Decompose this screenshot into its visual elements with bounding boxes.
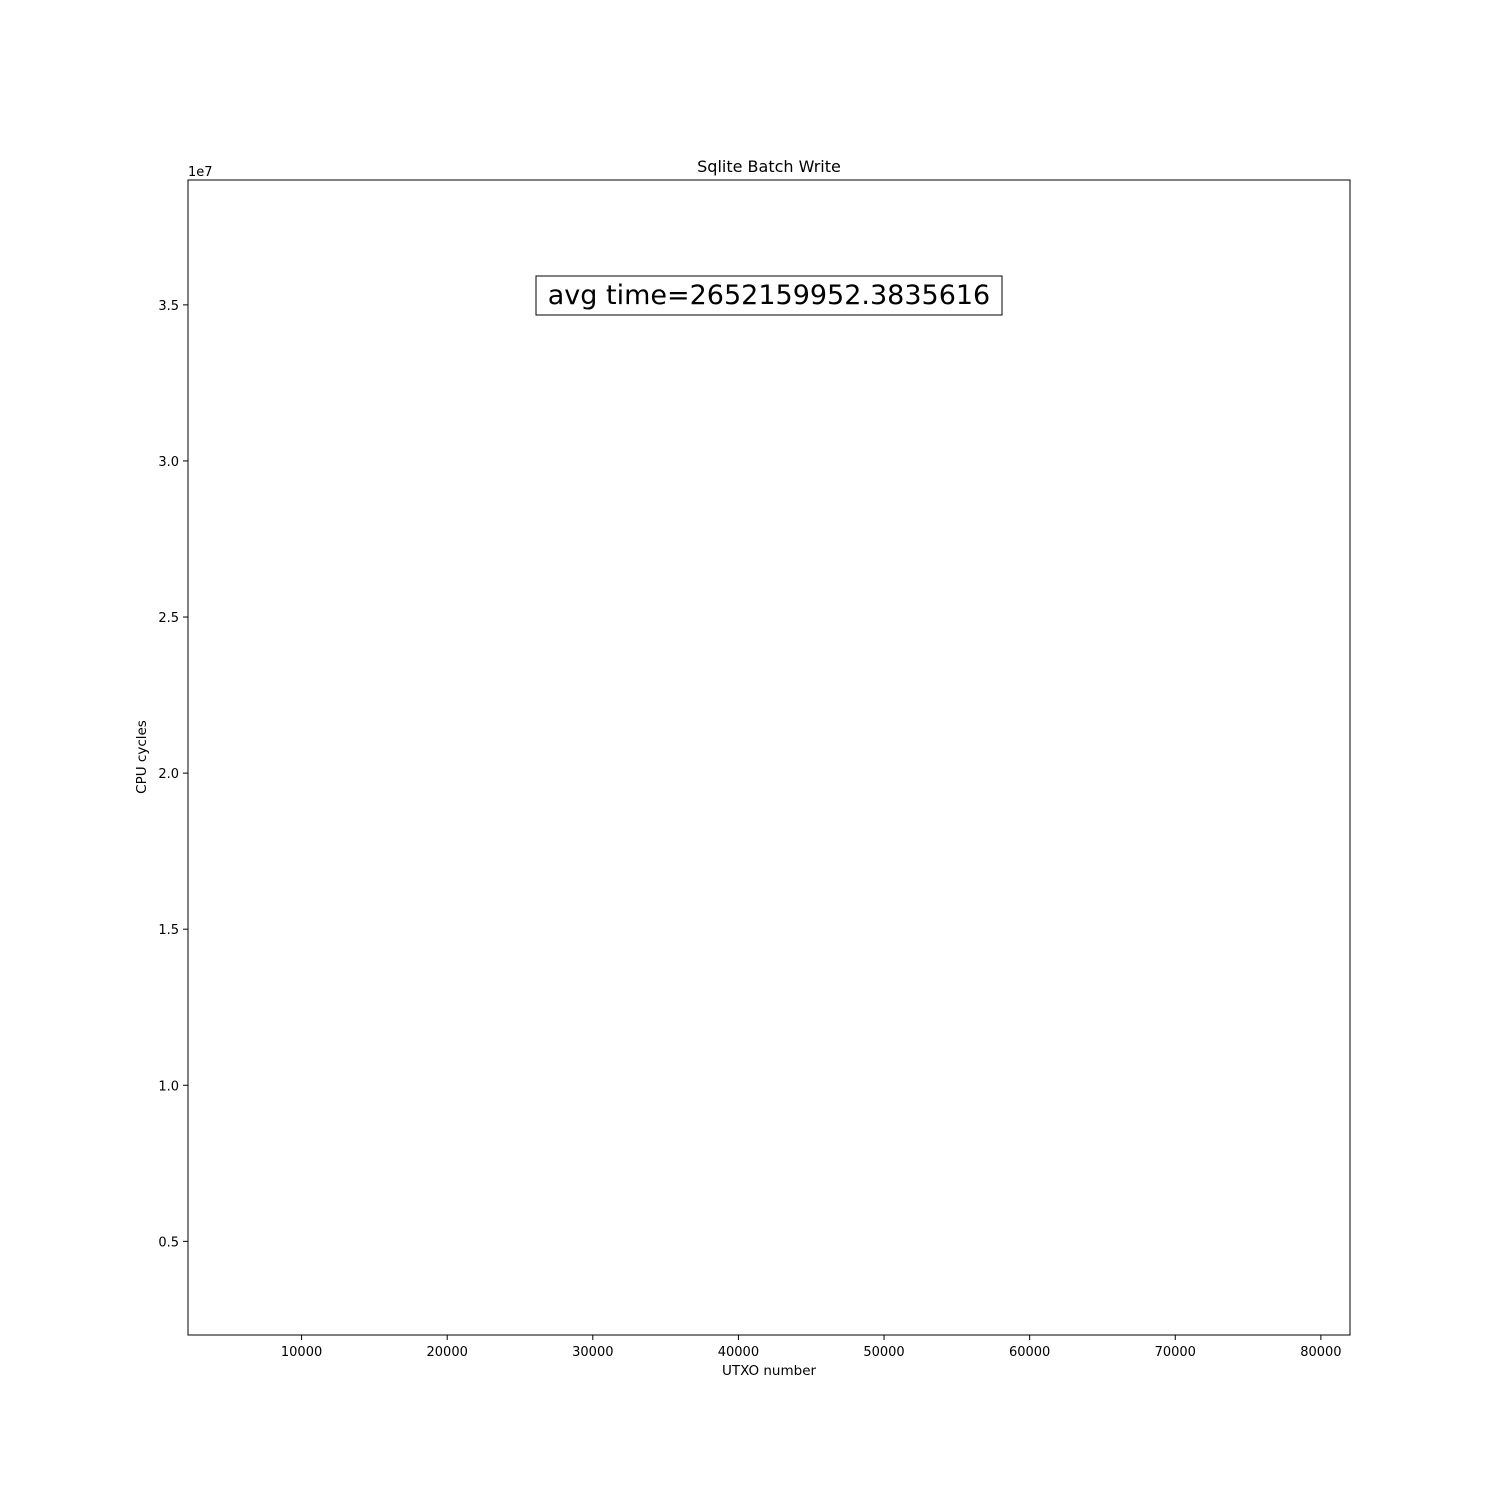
- y-tick-label: 3.5: [158, 299, 179, 314]
- x-tick-label: 10000: [281, 1345, 322, 1360]
- x-tick-label: 60000: [1009, 1345, 1050, 1360]
- annotation-box: avg time=2652159952.3835616: [536, 276, 1002, 315]
- y-tick-label: 1.0: [158, 1079, 179, 1094]
- x-tick-label: 20000: [427, 1345, 468, 1360]
- y-tick-label: 3.0: [158, 455, 179, 470]
- y-tick-label: 0.5: [158, 1235, 179, 1250]
- x-tick-label: 40000: [718, 1345, 759, 1360]
- y-tick-label: 2.5: [158, 611, 179, 626]
- x-tick-label: 80000: [1300, 1345, 1341, 1360]
- x-tick-label: 50000: [863, 1345, 904, 1360]
- x-tick-label: 70000: [1155, 1345, 1196, 1360]
- y-tick-label: 1.5: [158, 923, 179, 938]
- annotation-text: avg time=2652159952.3835616: [548, 280, 990, 311]
- x-tick-label: 30000: [572, 1345, 613, 1360]
- chart-title: Sqlite Batch Write: [697, 157, 841, 176]
- y-tick-label: 2.0: [158, 767, 179, 782]
- y-offset-label: 1e7: [188, 165, 213, 180]
- x-axis-title: UTXO number: [722, 1363, 817, 1379]
- y-axis-title: CPU cycles: [134, 720, 150, 794]
- plot-area-frame: [188, 180, 1350, 1335]
